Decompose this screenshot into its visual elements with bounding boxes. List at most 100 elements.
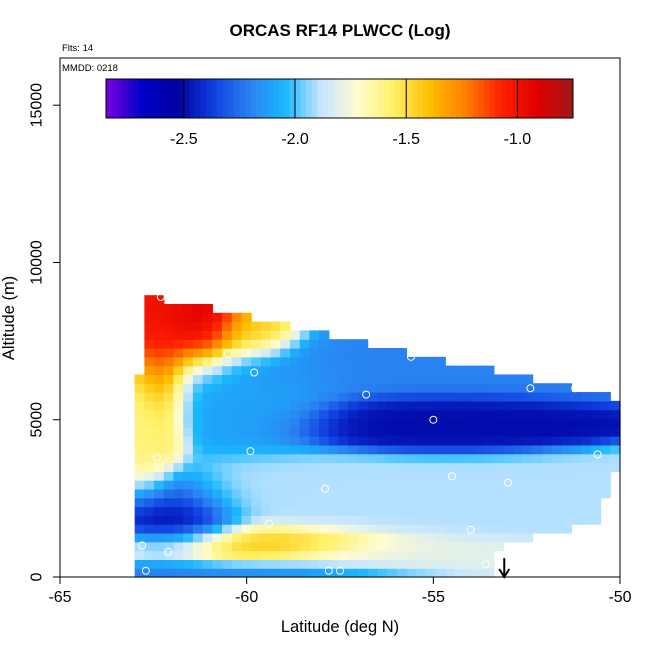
- heatmap-cell: [338, 444, 349, 455]
- heatmap-cell: [377, 453, 388, 464]
- heatmap-cell: [610, 409, 621, 420]
- heatmap-cell: [222, 480, 233, 490]
- heatmap-cell: [154, 497, 165, 508]
- heatmap-cell: [144, 339, 155, 349]
- heatmap-cell: [435, 427, 446, 437]
- heatmap-cell: [280, 392, 291, 402]
- heatmap-cell: [522, 427, 534, 437]
- heatmap-cell: [474, 436, 485, 446]
- heatmap-cell: [561, 515, 573, 525]
- heatmap-cell: [435, 418, 446, 428]
- heatmap-cell: [173, 418, 184, 428]
- flight-point: [156, 293, 165, 302]
- heatmap-cell: [357, 365, 369, 376]
- heatmap-cell: [348, 497, 359, 508]
- heatmap-cell: [251, 356, 262, 367]
- heatmap-cell: [173, 480, 184, 490]
- heatmap-cell: [503, 488, 514, 499]
- heatmap-cell: [192, 374, 204, 384]
- heatmap-cell: [484, 427, 495, 437]
- heatmap-cell: [600, 392, 611, 402]
- heatmap-cell: [387, 550, 398, 560]
- heatmap-cell: [445, 427, 456, 437]
- colorbar-tick-label: -2.5: [170, 131, 198, 148]
- heatmap-cell: [192, 392, 204, 402]
- flight-point: [571, 384, 580, 393]
- heatmap-cell: [581, 515, 592, 525]
- heatmap-cell: [338, 339, 349, 349]
- heatmap-cell: [590, 506, 602, 516]
- heatmap-cell: [319, 409, 330, 420]
- colorbar-segment: [322, 79, 329, 118]
- heatmap-cell: [513, 374, 524, 384]
- heatmap-cell: [260, 541, 272, 552]
- heatmap-cell: [222, 427, 233, 437]
- heatmap-cell: [600, 453, 611, 464]
- heatmap-cell: [406, 506, 417, 516]
- heatmap-cell: [270, 471, 281, 481]
- heatmap-cell: [154, 356, 165, 367]
- heatmap-cell: [425, 568, 437, 578]
- heatmap-cell: [202, 348, 213, 358]
- flight-point: [141, 566, 150, 575]
- heatmap-cell: [445, 444, 456, 455]
- flights-label: Flts: 14: [62, 43, 93, 54]
- heatmap-cell: [328, 356, 340, 367]
- heatmap-cell: [348, 436, 359, 446]
- colorbar-segment: [144, 79, 151, 118]
- heatmap-cell: [474, 480, 485, 490]
- heatmap-cell: [581, 436, 592, 446]
- heatmap-cell: [542, 462, 553, 472]
- heatmap-cell: [357, 339, 369, 349]
- heatmap-cell: [144, 321, 155, 331]
- heatmap-cell: [280, 541, 291, 552]
- heatmap-cell: [367, 550, 378, 560]
- heatmap-cell: [377, 532, 388, 543]
- heatmap-cell: [134, 462, 145, 472]
- heatmap-cell: [513, 444, 524, 455]
- flight-point: [224, 349, 232, 358]
- heatmap-cell: [522, 480, 534, 490]
- heatmap-cell: [552, 436, 563, 446]
- heatmap-cell: [202, 497, 213, 508]
- heatmap-cell: [289, 488, 301, 499]
- heatmap-cell: [532, 524, 543, 534]
- heatmap-cell: [241, 471, 252, 481]
- heatmap-cell: [192, 312, 204, 323]
- heatmap-cell: [222, 497, 233, 508]
- heatmap-cell: [571, 427, 582, 437]
- heatmap-cell: [241, 559, 252, 569]
- colorbar-segment: [500, 79, 507, 118]
- heatmap-cell: [484, 374, 495, 384]
- heatmap-cell: [425, 436, 437, 446]
- heatmap-cell: [299, 524, 310, 534]
- heatmap-cell: [134, 444, 145, 455]
- heatmap-cell: [406, 365, 417, 376]
- heatmap-cell: [367, 480, 378, 490]
- heatmap-cell: [387, 444, 398, 455]
- heatmap-cell: [289, 515, 301, 525]
- heatmap-cell: [435, 374, 446, 384]
- heatmap-cell: [367, 515, 378, 525]
- heatmap-cell: [231, 444, 243, 455]
- flight-point: [138, 541, 147, 550]
- heatmap-cell: [484, 480, 495, 490]
- heatmap-cell: [590, 436, 602, 446]
- heatmap-cell: [163, 453, 175, 464]
- heatmap-cell: [212, 365, 223, 376]
- heatmap-cell: [270, 497, 281, 508]
- colorbar-segment: [445, 79, 452, 118]
- heatmap-cell: [387, 356, 398, 367]
- heatmap-cell: [251, 409, 262, 420]
- heatmap-cell: [260, 418, 272, 428]
- heatmap-cell: [425, 383, 437, 393]
- heatmap-cell: [231, 550, 243, 560]
- colorbar-segment: [161, 79, 168, 118]
- heatmap-cell: [416, 541, 427, 552]
- heatmap-cell: [542, 453, 553, 464]
- heatmap-cell: [299, 462, 310, 472]
- heatmap-cell: [183, 392, 194, 402]
- heatmap-cell: [425, 400, 437, 411]
- colorbar-segment: [361, 79, 368, 118]
- heatmap-cell: [280, 471, 291, 481]
